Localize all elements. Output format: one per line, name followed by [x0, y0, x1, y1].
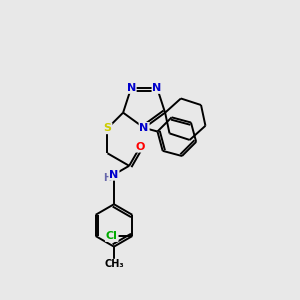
Text: N: N	[152, 83, 162, 93]
Text: Cl: Cl	[106, 231, 118, 241]
Text: O: O	[136, 142, 145, 152]
Text: N: N	[140, 123, 149, 133]
Text: N: N	[127, 83, 136, 93]
Text: CH₃: CH₃	[104, 259, 124, 269]
Text: S: S	[103, 123, 112, 133]
Text: N: N	[109, 170, 119, 180]
Text: H: H	[103, 173, 112, 183]
